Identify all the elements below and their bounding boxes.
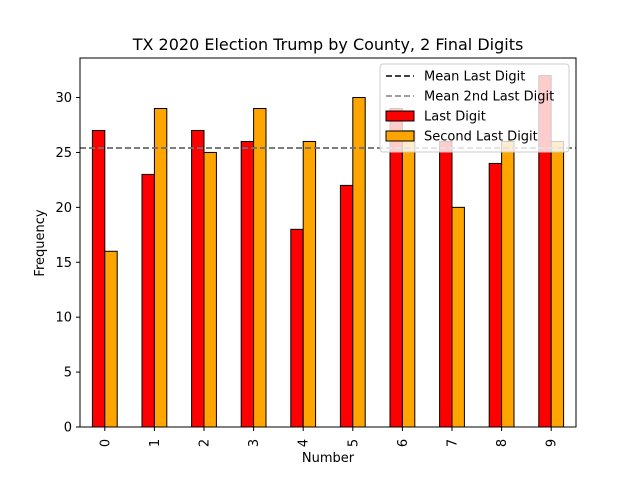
- legend-label-second-last-digit: Second Last Digit: [424, 130, 538, 145]
- y-tick-label-15: 15: [55, 256, 72, 271]
- y-tick-label-0: 0: [64, 421, 72, 436]
- axes-frame: [79, 57, 577, 428]
- bar-last-digit-4: [290, 228, 304, 428]
- bar-second-last-digit-4: [302, 140, 317, 428]
- bar-last-digit-6: [389, 108, 403, 428]
- bar-last-digit-7: [439, 140, 453, 428]
- bar-second-last-digit-3: [253, 108, 267, 428]
- bar-last-digit-8: [488, 162, 503, 428]
- bar-second-last-digit-7: [451, 206, 465, 428]
- y-tick-label-10: 10: [55, 311, 72, 326]
- legend-box: [379, 63, 570, 153]
- bar-second-last-digit-6: [401, 129, 416, 428]
- legend-swatch-last-digit: [385, 110, 415, 122]
- bar-last-digit-5: [339, 184, 354, 428]
- x-tick-label-5: 5: [346, 439, 361, 447]
- plot-area: 0 5 10 15 20 25 30 0 1 2 3 4 5 6 7 8 9: [55, 57, 577, 447]
- legend: Mean Last Digit Mean 2nd Last Digit Last D…: [379, 63, 570, 153]
- x-tick-label-3: 3: [247, 439, 262, 447]
- x-tick-label-1: 1: [148, 439, 163, 447]
- bar-last-digit-3: [240, 140, 255, 428]
- bar-second-last-digit-0: [104, 250, 118, 428]
- y-axis-label: Frequency: [33, 209, 48, 276]
- legend-swatch-second-last-digit: [385, 130, 415, 142]
- legend-label-last-digit: Last Digit: [424, 110, 486, 125]
- bar-second-last-digit-9: [550, 140, 565, 428]
- x-axis-label: Number: [302, 451, 355, 466]
- bar-second-last-digit-2: [203, 151, 217, 428]
- x-tick-label-9: 9: [545, 439, 560, 447]
- y-tick-label-20: 20: [55, 201, 72, 216]
- bar-second-last-digit-1: [153, 108, 168, 428]
- bar-last-digit-2: [191, 129, 205, 428]
- bar-second-last-digit-5: [352, 97, 366, 428]
- y-tick-label-30: 30: [55, 91, 72, 106]
- chart-title: TX 2020 Election Trump by County, 2 Fina…: [132, 35, 524, 54]
- x-tick-label-8: 8: [495, 439, 510, 447]
- x-tick-label-7: 7: [446, 439, 461, 447]
- y-tick-label-5: 5: [64, 366, 72, 381]
- bar-last-digit-1: [141, 173, 155, 428]
- x-tick-label-6: 6: [396, 439, 411, 447]
- x-tick-label-4: 4: [297, 439, 312, 447]
- legend-label-mean-second-last-digit: Mean 2nd Last Digit: [424, 90, 554, 105]
- y-tick-label-25: 25: [55, 146, 72, 161]
- x-tick-label-2: 2: [198, 439, 213, 447]
- bar-last-digit-0: [91, 129, 106, 428]
- legend-label-mean-last-digit: Mean Last Digit: [424, 70, 525, 85]
- bar-second-last-digit-8: [501, 140, 515, 428]
- x-tick-label-0: 0: [98, 439, 113, 447]
